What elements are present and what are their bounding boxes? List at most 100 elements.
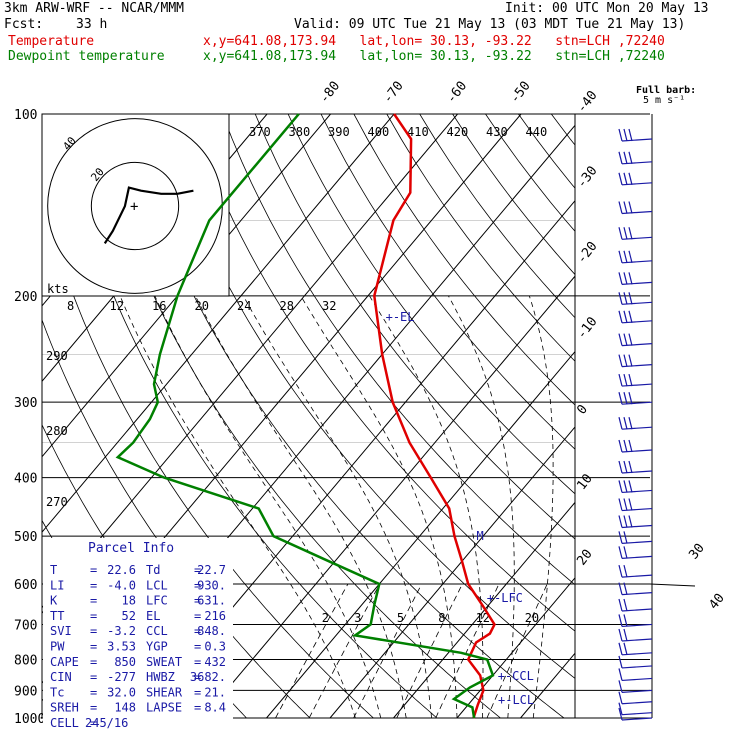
barb-flag: [618, 680, 623, 693]
isotherm-line: [42, 114, 458, 609]
barb-flag: [628, 128, 633, 142]
barb-flag: [618, 417, 623, 430]
wind-barb: [618, 250, 653, 264]
parcel-info-cell: LAPSE: [146, 701, 182, 715]
parcel-info-cell: =: [194, 640, 201, 654]
speed-scale-label: 20: [195, 299, 209, 313]
barb-flag: [628, 439, 633, 453]
parcel-info-cell: =: [90, 624, 97, 638]
parcel-info-cell: =: [90, 655, 97, 669]
barb-flag: [628, 201, 633, 214]
pressure-tick-label: 200: [14, 290, 37, 305]
barb-flag: [618, 614, 623, 627]
wind-barb: [618, 691, 653, 705]
wind-barb: [618, 373, 653, 387]
wind-barb: [618, 614, 653, 628]
barb-flag: [628, 498, 633, 511]
barb-flag: [623, 628, 628, 642]
mixing-ratio-line: [396, 583, 463, 719]
dry-adiabat-line: [156, 114, 575, 679]
parcel-info-title: Parcel Info: [88, 541, 174, 556]
barb-flag: [618, 707, 623, 721]
dry-adiabat-line: [650, 114, 740, 718]
hodograph-body: [47, 115, 229, 294]
parcel-info-cell: =: [194, 594, 201, 608]
moist-adiabat-line: [300, 295, 458, 718]
parcel-info-cell: 848.: [197, 624, 226, 638]
wind-barb: [618, 460, 653, 474]
parcel-info-cell: =: [194, 701, 201, 715]
pressure-tick-label: 500: [14, 530, 37, 545]
barb-staff: [621, 701, 653, 705]
header: 3km ARW-WRF -- NCAR/MMM Init: 00 UTC Mon…: [0, 0, 740, 70]
wind-barb: [618, 201, 653, 215]
dry-adiabat-line: [617, 114, 740, 718]
dry-adiabat-line: [683, 114, 740, 718]
dry-adiabat-line: [584, 114, 740, 718]
speed-scale-label: 12: [110, 299, 124, 313]
theta-label: 380: [289, 125, 311, 139]
wind-barbs: Full barb:5 m s⁻¹: [618, 85, 696, 721]
parcel-info-cell: -277: [107, 670, 136, 684]
wind-barb: [618, 480, 653, 494]
speed-scale-label: 32: [322, 299, 336, 313]
barb-flag: [628, 515, 633, 528]
pressure-tick-label: 700: [14, 618, 37, 633]
parcel-info-cell: 3682.: [190, 670, 226, 684]
temperature-legend: Temperature: [8, 34, 95, 49]
barb-flag: [623, 515, 628, 528]
theta-label: 410: [407, 125, 429, 139]
dry-adiabat-line: [123, 114, 565, 719]
valid-time: Valid: 09 UTC Tue 21 May 13 (03 MDT Tue …: [294, 17, 686, 32]
barb-flag: [623, 250, 628, 263]
dry-adiabat-line: [57, 114, 438, 719]
barb-flag: [618, 628, 623, 642]
wind-barb: [618, 498, 653, 512]
diagram-lines: [42, 114, 740, 719]
barb-flag: [618, 392, 623, 405]
barb-flag: [628, 354, 633, 367]
theta-label: 440: [526, 125, 548, 139]
dry-adiabat-line: [485, 114, 575, 232]
dewpoint-location: x,y=641.08,173.94 lat,lon= 30.13, -93.22…: [203, 49, 665, 64]
mixing-ratio-line: [275, 583, 349, 719]
isotherm-label: -70: [380, 79, 406, 107]
hodograph-ring: [90, 161, 180, 251]
dry-adiabat-line: [287, 114, 575, 495]
barb-flag: [618, 439, 623, 453]
parcel-info-cell: Td: [146, 563, 160, 577]
wind-barb: [618, 151, 653, 165]
pressure-tick-label: 600: [14, 578, 37, 593]
parcel-info-cell: 22.6: [107, 563, 136, 577]
barb-flag: [623, 354, 628, 367]
parcel-info-cell: SWEAT: [146, 655, 182, 669]
wind-barb: [618, 310, 653, 324]
barb-flag: [618, 702, 623, 715]
barb-flag: [618, 691, 623, 704]
parcel-info-cell: EL: [146, 609, 160, 623]
isotherm-label: 40: [706, 591, 727, 613]
moist-adiabat-line: [119, 295, 356, 719]
moist-adiabat-line: [448, 295, 515, 719]
parcel-info-cell: -3.2: [107, 624, 136, 638]
barb-guide-line: [649, 583, 696, 587]
mixing-ratio-line: [353, 583, 423, 719]
barb-flag: [618, 272, 623, 285]
mixing-ratio-label: 5: [397, 611, 404, 625]
dry-adiabat-line: [222, 114, 575, 586]
parcel-info-cell: SVI: [50, 624, 72, 638]
isotherm-label: 0: [574, 402, 591, 417]
parcel-info-cell: =: [90, 685, 97, 699]
isotherm-line: [393, 501, 575, 719]
level-marker-lcl: +-LCL: [498, 693, 534, 707]
parcel-info-cell: =: [90, 701, 97, 715]
parcel-info-cell: =: [194, 670, 201, 684]
wind-barb: [618, 128, 653, 142]
barb-flag: [623, 151, 628, 164]
barb-flag: [623, 564, 628, 578]
barb-flag: [623, 310, 628, 323]
barb-flag: [628, 292, 633, 305]
dry-adiabat-line: [320, 114, 575, 450]
